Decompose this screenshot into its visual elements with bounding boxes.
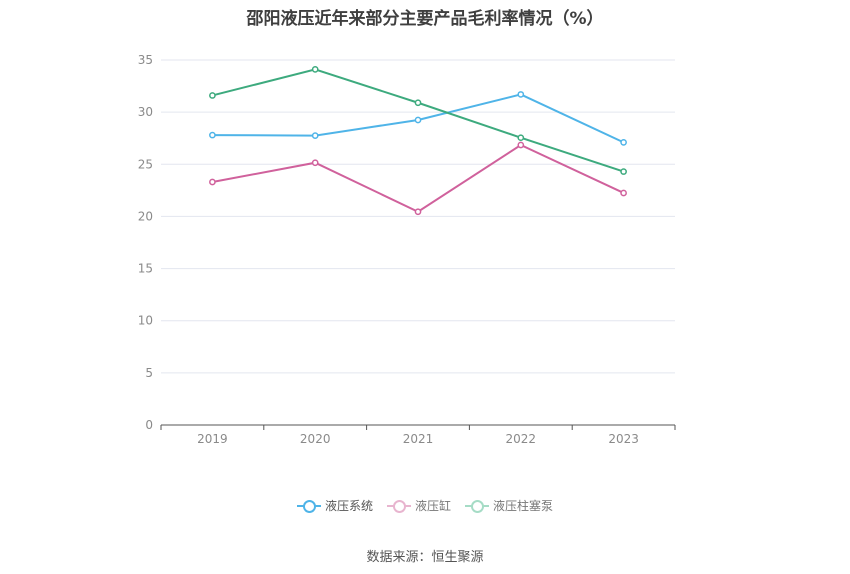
legend-marker-icon	[465, 498, 489, 514]
legend-marker-icon	[296, 498, 321, 514]
series-2	[209, 66, 627, 175]
data-point	[209, 92, 216, 99]
y-tick-label: 30	[138, 105, 153, 119]
data-source: 数据来源：恒生聚源	[366, 550, 484, 565]
legend-item-hydraulic-piston-pump[interactable]: 液压柱塞泵	[465, 497, 553, 514]
legend-label: 液压缸	[414, 499, 451, 513]
x-tick-label: 2019	[197, 432, 228, 446]
data-point	[620, 139, 627, 146]
x-tick-label: 2022	[506, 432, 537, 446]
series-0	[209, 91, 627, 146]
data-point	[311, 159, 319, 167]
series-1	[209, 141, 627, 216]
y-tick-label: 35	[138, 53, 153, 67]
legend-item-hydraulic-cylinder[interactable]: 液压缸	[386, 497, 451, 514]
y-axis-ticks: 0 5 10 15 20 25 30 35	[138, 53, 153, 432]
legend-label: 液压系统	[324, 499, 373, 513]
y-tick-label: 20	[138, 209, 153, 223]
x-axis: 2019 2020 2021 2022 2023	[160, 424, 676, 446]
series-line	[212, 143, 625, 213]
data-point	[620, 189, 627, 197]
data-point	[209, 178, 216, 186]
data-point	[620, 168, 627, 175]
data-point	[311, 66, 319, 73]
data-point	[517, 141, 525, 149]
legend-marker-icon	[386, 498, 411, 514]
legend-dot	[392, 499, 406, 513]
data-point	[414, 208, 422, 216]
legend-dot	[471, 499, 484, 513]
legend: 液压系统 液压缸 液压柱塞泵	[0, 497, 850, 514]
y-tick-label: 25	[138, 157, 153, 171]
legend-item-hydraulic-system[interactable]: 液压系统	[296, 497, 373, 514]
series-lines	[209, 66, 627, 216]
data-point	[517, 91, 525, 98]
legend-label: 液压柱塞泵	[493, 499, 554, 513]
data-point	[414, 116, 422, 124]
data-point	[209, 131, 216, 139]
x-tick-label: 2021	[403, 432, 434, 446]
grid-lines	[161, 59, 675, 374]
data-point	[414, 99, 422, 107]
y-tick-label: 10	[138, 314, 153, 328]
y-tick-label: 0	[145, 418, 153, 432]
chart-title: 邵阳液压近年来部分主要产品毛利率情况（%）	[246, 9, 604, 29]
x-tick-label: 2020	[300, 432, 331, 446]
data-point	[517, 134, 525, 142]
y-tick-label: 5	[145, 366, 153, 380]
data-point	[311, 132, 319, 139]
x-tick-label: 2023	[608, 432, 639, 446]
legend-dot	[302, 499, 316, 513]
y-tick-label: 15	[138, 262, 153, 276]
